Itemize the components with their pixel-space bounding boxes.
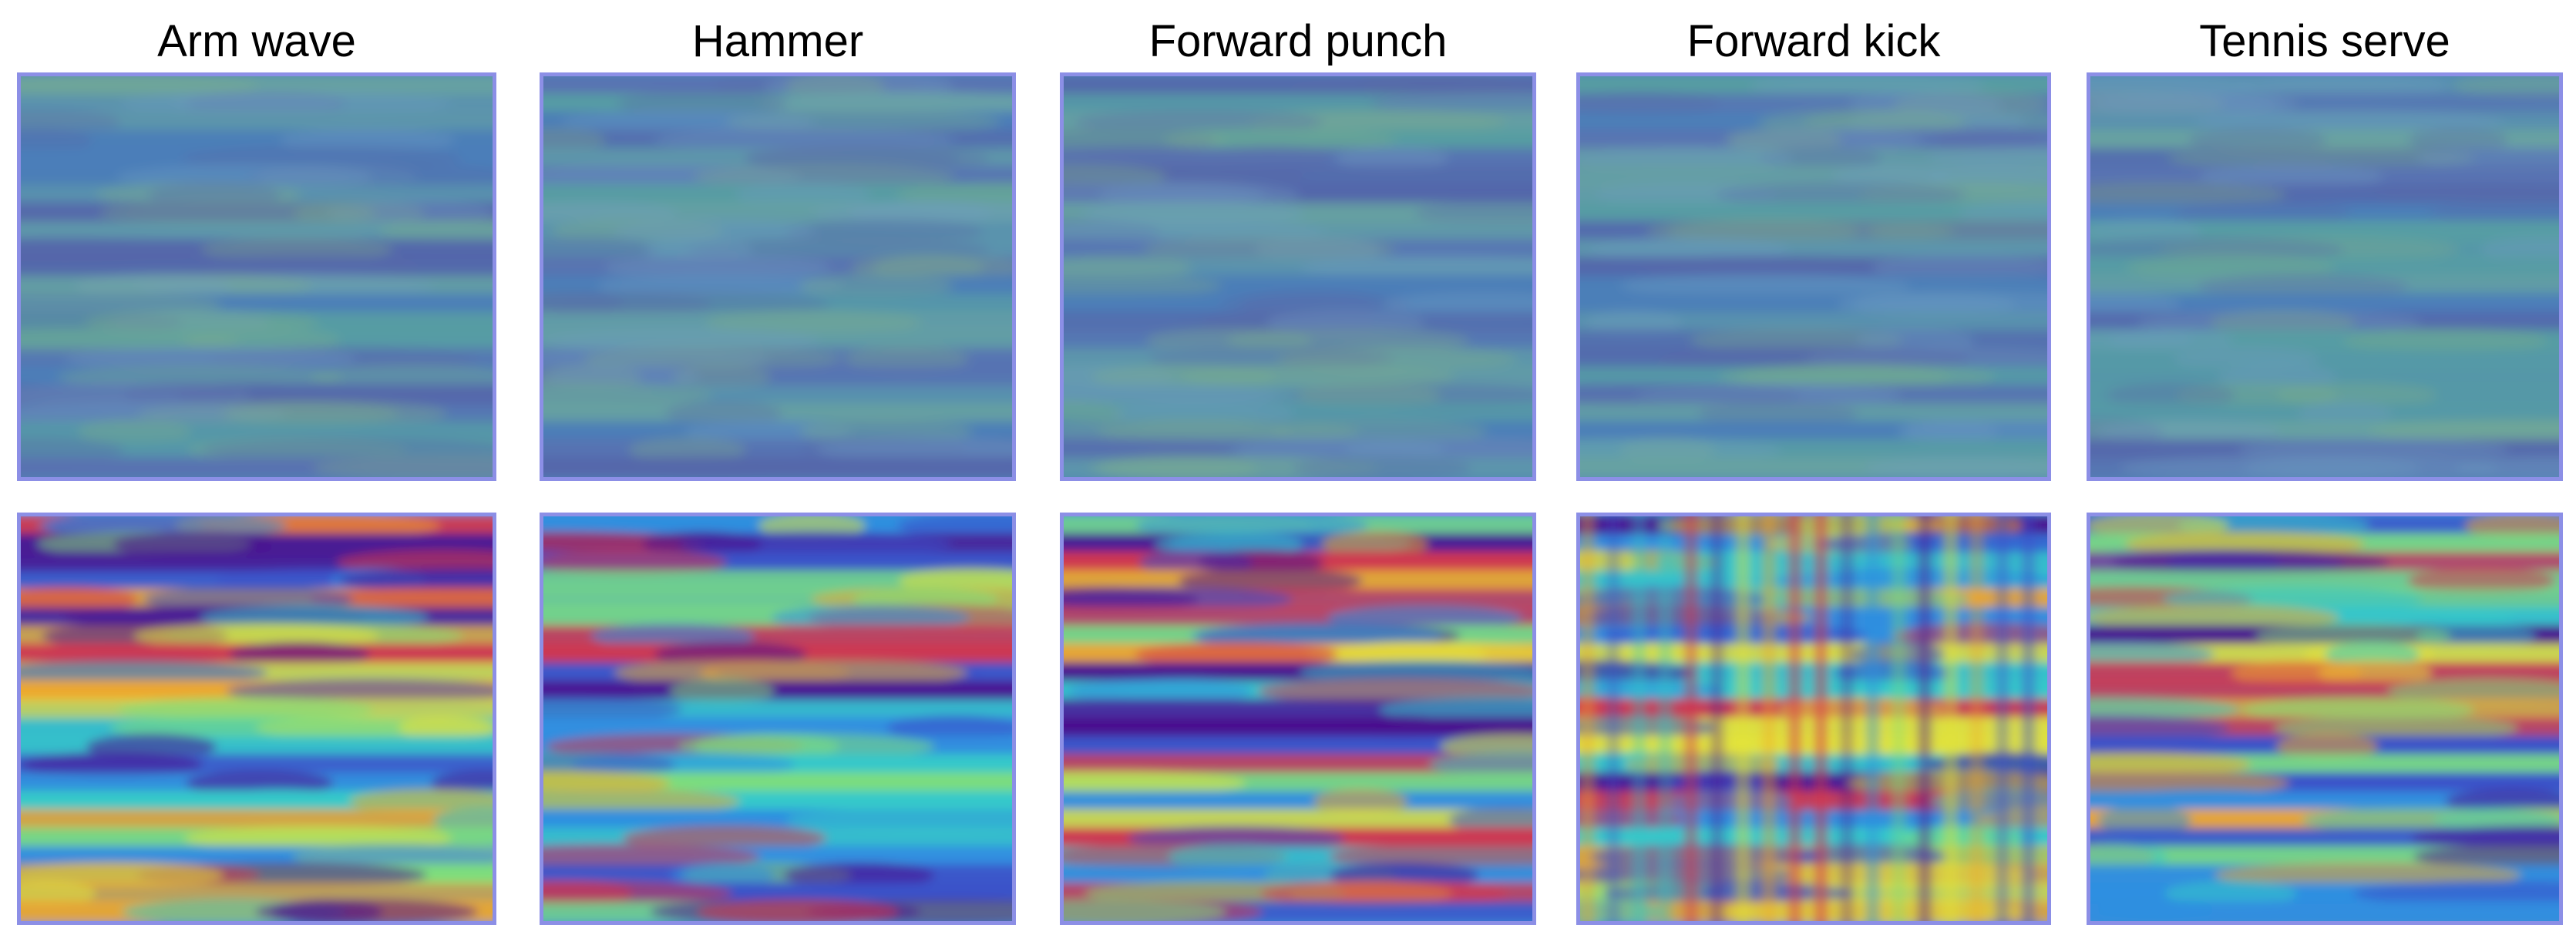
column-title-tennis-serve: Tennis serve	[2199, 16, 2450, 66]
heatmap-texture	[21, 76, 493, 477]
attention-map-forward-kick-top	[1576, 72, 2051, 481]
attention-map-arm-wave-top	[17, 72, 496, 481]
heatmap-texture	[2090, 516, 2559, 921]
attention-map-hammer-top	[540, 72, 1016, 481]
heatmap-texture	[543, 76, 1012, 477]
column-title-forward-kick: Forward kick	[1687, 16, 1941, 66]
column-title-hammer: Hammer	[691, 16, 864, 66]
attention-map-tennis-serve-bottom	[2087, 513, 2563, 925]
heatmap-texture	[2090, 76, 2559, 477]
attention-map-hammer-bottom	[540, 513, 1016, 925]
heatmap-texture	[1580, 76, 2047, 477]
attention-map-forward-kick-bottom	[1576, 513, 2051, 925]
attention-map-forward-punch-top	[1060, 72, 1536, 481]
heatmap-texture	[543, 516, 1012, 921]
attention-map-tennis-serve-top	[2087, 72, 2563, 481]
attention-map-arm-wave-bottom	[17, 513, 496, 925]
heatmap-texture	[1064, 516, 1532, 921]
heatmap-texture	[21, 516, 493, 921]
heatmap-texture	[1064, 76, 1532, 477]
column-title-arm-wave: Arm wave	[157, 16, 356, 66]
heatmap-texture	[1580, 516, 2047, 921]
attention-map-forward-punch-bottom	[1060, 513, 1536, 925]
column-title-forward-punch: Forward punch	[1148, 16, 1448, 66]
